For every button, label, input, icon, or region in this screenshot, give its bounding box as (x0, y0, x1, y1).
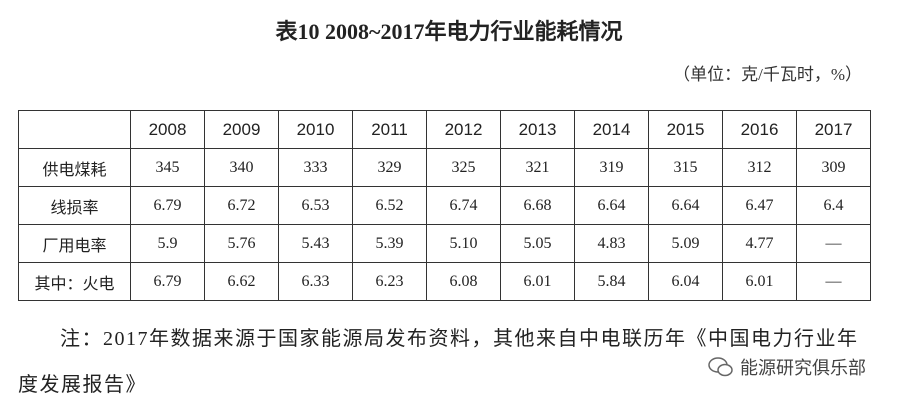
cell: 6.79 (130, 262, 205, 301)
header-cell: 2010 (278, 110, 353, 149)
cell: 315 (648, 148, 723, 187)
unit: （单位：克/千瓦时，%） (673, 65, 862, 84)
note: 注：2017年数据来源于国家能源局发布资料，其他来自中电联历年《中国电力行业年度… (18, 328, 859, 396)
cell: 4.83 (574, 224, 649, 263)
cell: 6.64 (574, 186, 649, 225)
cell: 6.79 (130, 186, 205, 225)
row-label: 厂用电率 (18, 224, 131, 263)
cell: 5.9 (130, 224, 205, 263)
row: 其中：火电 6.79 6.62 6.33 6.23 6.08 6.01 5.84 6.04 6.0… (18, 262, 871, 301)
cell: 5.39 (352, 224, 427, 263)
cell: 6.33 (278, 262, 353, 301)
cell: — (796, 262, 871, 301)
cell: 4.77 (722, 224, 797, 263)
cell: 5.43 (278, 224, 353, 263)
watermark: 能源研究俱乐部 (704, 352, 870, 382)
cell: 6.64 (648, 186, 723, 225)
cell: 325 (426, 148, 501, 187)
row-label: 供电煤耗 (18, 148, 131, 187)
cell: 345 (130, 148, 205, 187)
header-cell: 2014 (574, 110, 649, 149)
cell: 6.52 (352, 186, 427, 225)
header-cell: 2015 (648, 110, 723, 149)
header-cell: 2009 (204, 110, 279, 149)
row-label: 线损率 (18, 186, 131, 225)
corner-cell (18, 110, 131, 149)
cell: 5.09 (648, 224, 723, 263)
header-cell: 2008 (130, 110, 205, 149)
header-cell: 2011 (352, 110, 427, 149)
cell: 319 (574, 148, 649, 187)
cell: 6.53 (278, 186, 353, 225)
cell: 5.05 (500, 224, 575, 263)
watermark-text: 能源研究俱乐部 (740, 358, 866, 379)
cell: 6.08 (426, 262, 501, 301)
header-cell: 2012 (426, 110, 501, 149)
cell: 312 (722, 148, 797, 187)
cell: 6.4 (796, 186, 871, 225)
cell: 333 (278, 148, 353, 187)
title: 表10 2008~2017年电力行业能耗情况 (275, 19, 623, 44)
cell: 6.04 (648, 262, 723, 301)
cell: 6.68 (500, 186, 575, 225)
cell: 6.47 (722, 186, 797, 225)
cell: 6.01 (722, 262, 797, 301)
cell: 321 (500, 148, 575, 187)
cell: 6.62 (204, 262, 279, 301)
row: 线损率 6.79 6.72 6.53 6.52 6.74 6.68 6.64 6.64 6.47 6… (18, 186, 871, 225)
cell: 329 (352, 148, 427, 187)
cell: 6.01 (500, 262, 575, 301)
header-row: 2008 2009 2010 2011 2012 2013 2014 2015 2016 2017 (18, 110, 871, 149)
header-cell: 2016 (722, 110, 797, 149)
cell: 5.76 (204, 224, 279, 263)
row-label: 其中：火电 (18, 262, 131, 301)
wechat-icon (708, 357, 733, 377)
row: 供电煤耗 345 340 333 329 325 321 319 315 312 309 (18, 148, 871, 187)
table: 2008 2009 2010 2011 2012 2013 2014 2015 2016 2017… (18, 110, 871, 301)
cell: 309 (796, 148, 871, 187)
cell: — (796, 224, 871, 263)
header-cell: 2013 (500, 110, 575, 149)
row: 厂用电率 5.9 5.76 5.43 5.39 5.10 5.05 4.83 5.09 4.77— (18, 224, 871, 263)
cell: 6.72 (204, 186, 279, 225)
cell: 340 (204, 148, 279, 187)
cell: 5.84 (574, 262, 649, 301)
cell: 6.74 (426, 186, 501, 225)
cell: 6.23 (352, 262, 427, 301)
cell: 5.10 (426, 224, 501, 263)
header-cell: 2017 (796, 110, 871, 149)
